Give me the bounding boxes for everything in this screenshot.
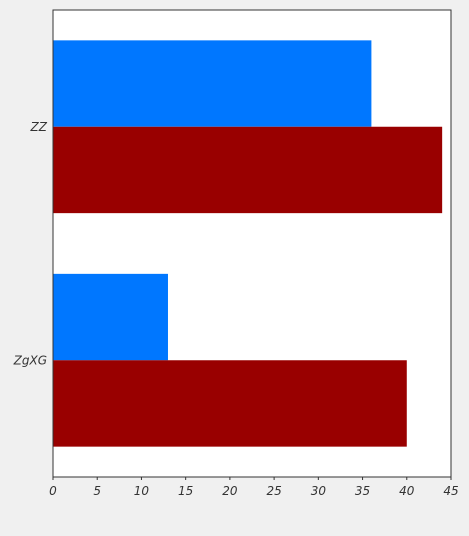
y-tick-label: ZgXG bbox=[13, 353, 47, 367]
bars-group bbox=[53, 40, 443, 447]
x-axis: 0 5 10 15 20 25 30 35 40 45 bbox=[49, 477, 459, 498]
y-axis: ZZ ZgXG bbox=[13, 120, 48, 368]
x-tick-label: 25 bbox=[266, 484, 281, 498]
x-tick-label: 35 bbox=[355, 484, 370, 498]
y-tick-label: ZZ bbox=[30, 120, 48, 134]
x-tick-label: 15 bbox=[178, 484, 193, 498]
x-tick-label: 40 bbox=[399, 484, 415, 498]
x-tick-label: 10 bbox=[134, 484, 150, 498]
bar-zgxg-series-2 bbox=[53, 360, 407, 447]
x-tick-label: 5 bbox=[93, 484, 101, 498]
x-tick-label: 30 bbox=[311, 484, 327, 498]
x-tick-label: 45 bbox=[443, 484, 458, 498]
x-tick-label: 20 bbox=[222, 484, 238, 498]
x-tick-label: 0 bbox=[49, 484, 57, 498]
bar-zz-series-2 bbox=[53, 126, 443, 214]
bar-zgxg-series-1 bbox=[53, 273, 168, 361]
plot-frame bbox=[52, 9, 452, 478]
bar-zz-series-1 bbox=[53, 40, 372, 127]
